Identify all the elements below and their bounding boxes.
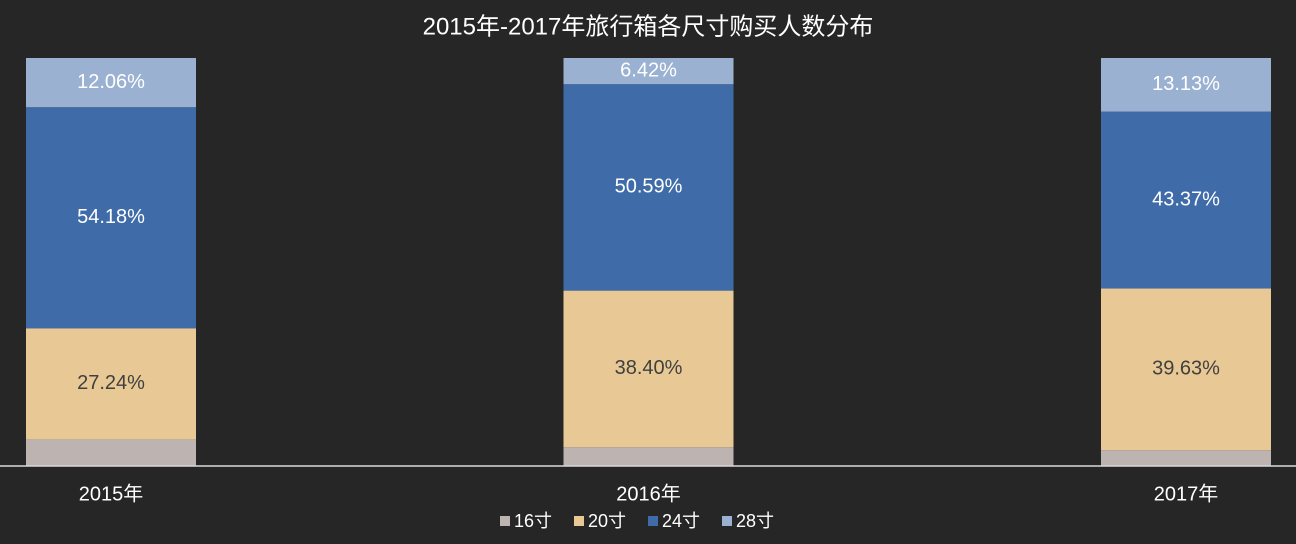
data-label: 27.24% — [77, 372, 145, 394]
x-tick-label: 2015年 — [79, 482, 144, 505]
data-label: 39.63% — [1152, 358, 1220, 380]
bar-segment — [563, 447, 734, 466]
data-label: 38.40% — [615, 357, 683, 379]
bar-segment — [26, 328, 196, 440]
x-tick-label: 2016年 — [616, 482, 681, 505]
data-label: 50.59% — [615, 176, 683, 198]
legend-swatch — [722, 516, 732, 526]
bar-segment — [563, 290, 734, 448]
chart-title: 2015年-2017年旅行箱各尺寸购买人数分布 — [423, 13, 874, 40]
data-label: 54.18% — [77, 206, 145, 228]
x-tick-label: 2017年 — [1154, 482, 1219, 505]
data-label: 43.37% — [1152, 188, 1220, 210]
data-label: 6.42% — [620, 59, 677, 81]
legend-label: 28寸 — [736, 511, 774, 531]
data-label: 12.06% — [77, 71, 145, 93]
legend-label: 24寸 — [662, 511, 700, 531]
legend-swatch — [648, 516, 658, 526]
bar-segment — [1101, 288, 1271, 451]
legend-swatch — [500, 516, 510, 526]
bar-segment — [563, 58, 734, 85]
bar-segment — [1101, 58, 1271, 112]
legend-label: 16寸 — [514, 511, 552, 531]
bar-segment — [563, 84, 734, 291]
bar-segment — [26, 439, 196, 466]
legend-label: 20寸 — [588, 511, 626, 531]
bar-segment — [26, 58, 196, 108]
bar-segment — [26, 107, 196, 329]
data-label: 13.13% — [1152, 73, 1220, 95]
bar-segment — [1101, 450, 1271, 466]
legend-swatch — [574, 516, 584, 526]
bar-segment — [1101, 111, 1271, 289]
